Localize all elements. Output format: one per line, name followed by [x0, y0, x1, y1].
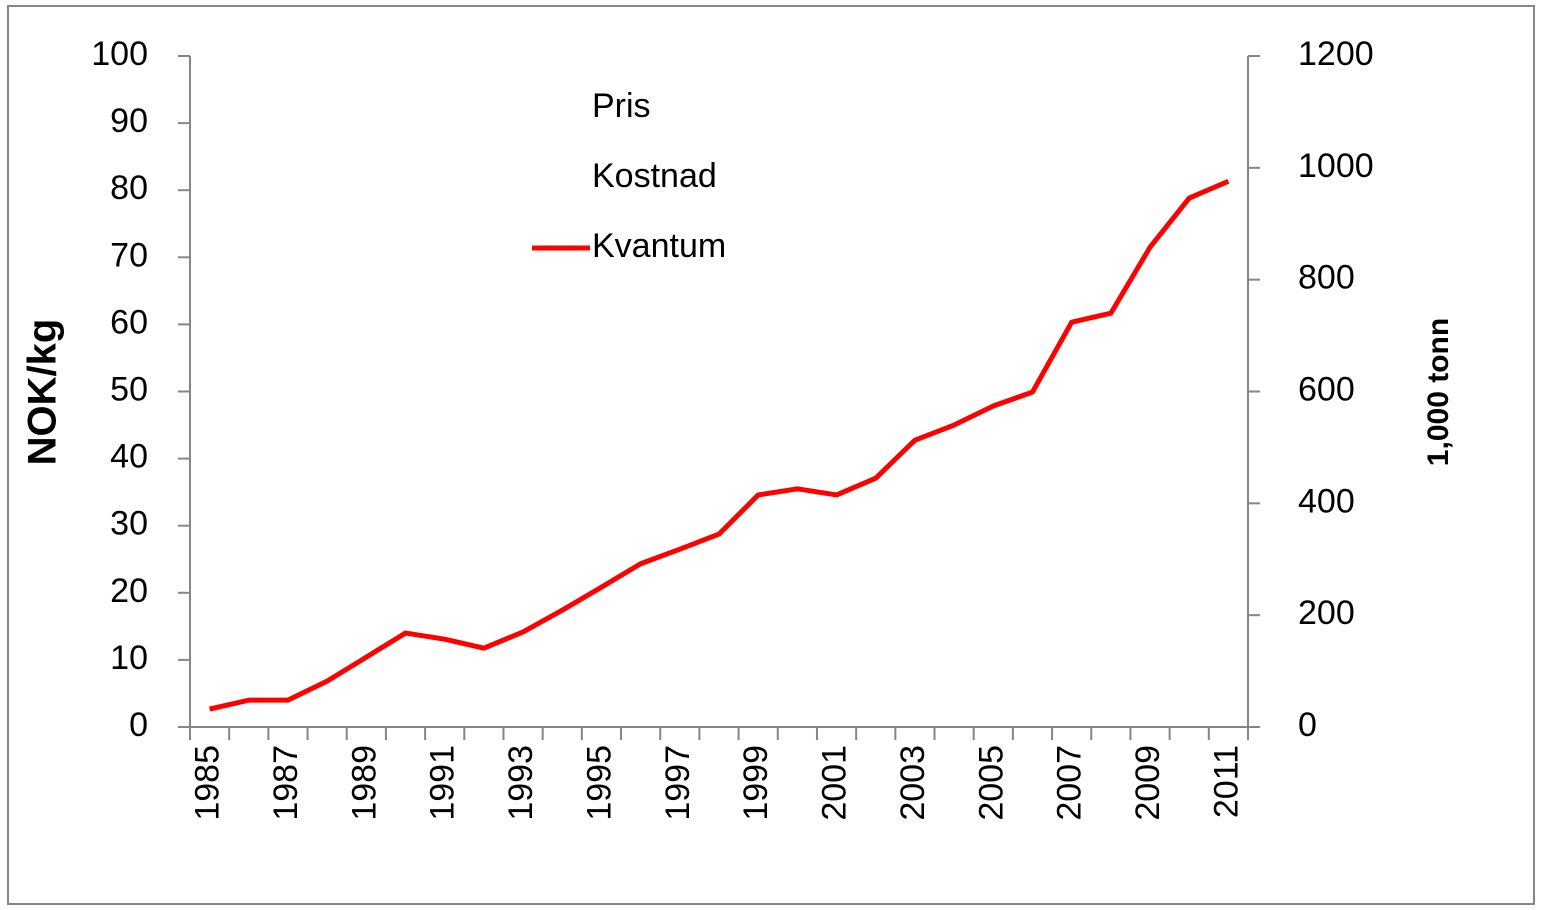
y2-tick-label: 1000 [1298, 147, 1374, 185]
legend-label: Kvantum [592, 227, 726, 265]
chart-border [7, 5, 1535, 905]
x-tick-label: 1999 [737, 745, 775, 821]
x-tick-label: 1995 [580, 745, 618, 821]
x-tick-label: 1985 [189, 745, 227, 821]
x-tick-label: 2001 [816, 745, 854, 821]
y-tick-label: 60 [110, 303, 148, 341]
y2-tick-label: 800 [1298, 259, 1355, 297]
x-tick-label: 1989 [345, 745, 383, 821]
legend-label: Kostnad [592, 157, 717, 195]
y2-tick-label: 600 [1298, 370, 1355, 408]
data-line [209, 178, 1230, 712]
x-tick-label: 2005 [972, 745, 1010, 821]
y2-tick-label: 400 [1298, 482, 1355, 520]
x-tick-label: 1997 [659, 745, 697, 821]
y2-tick-label: 1200 [1298, 35, 1374, 73]
legend-label: Pris [592, 87, 651, 125]
y-tick-label: 100 [91, 35, 148, 73]
y-tick-label: 80 [110, 169, 148, 207]
x-tick-label: 1987 [267, 745, 305, 821]
y-tick-label: 20 [110, 572, 148, 610]
y-tick-label: 50 [110, 370, 148, 408]
y-tick-label: 30 [110, 505, 148, 543]
y2-tick-label: 0 [1298, 706, 1317, 744]
x-tick-label: 2007 [1051, 745, 1089, 821]
y-tick-label: 10 [110, 639, 148, 677]
y-tick-label: 90 [110, 102, 148, 140]
x-tick-label: 1991 [424, 745, 462, 821]
y-tick-label: 40 [110, 438, 148, 476]
x-tick-label: 2009 [1129, 745, 1167, 821]
y2-axis-label: 1,000 tonn [1422, 318, 1455, 466]
y-tick-label: 0 [129, 706, 148, 744]
y-axis-label: NOK/kg [21, 319, 65, 466]
y2-tick-label: 200 [1298, 594, 1355, 632]
x-tick-label: 2011 [1207, 745, 1245, 818]
x-tick-label: 1993 [502, 745, 540, 821]
y-tick-label: 70 [110, 236, 148, 274]
x-tick-label: 2003 [894, 745, 932, 821]
